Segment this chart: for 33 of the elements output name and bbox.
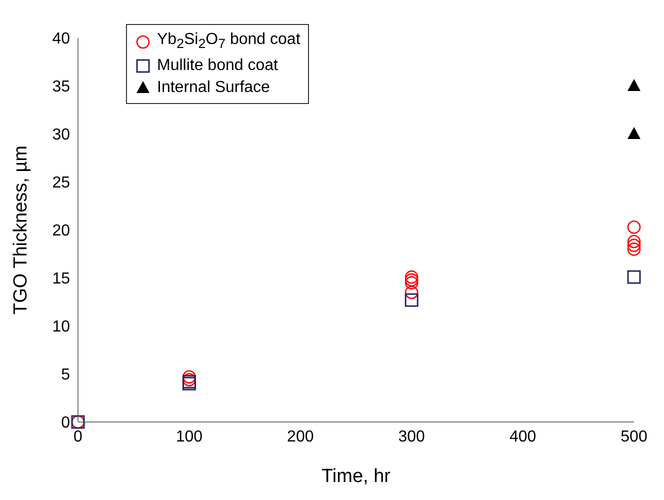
point bbox=[628, 79, 640, 91]
point bbox=[404, 270, 418, 284]
y-tick-label: 40 bbox=[52, 30, 70, 48]
y-tick-label: 25 bbox=[52, 174, 70, 192]
x-axis-title: Time, hr bbox=[322, 466, 392, 487]
y-tick-label: 20 bbox=[52, 222, 70, 240]
point bbox=[404, 276, 418, 290]
point bbox=[404, 286, 418, 300]
x-tick-label: 200 bbox=[287, 428, 314, 446]
point bbox=[627, 270, 641, 284]
point bbox=[627, 238, 641, 252]
x-tick-label: 0 bbox=[74, 428, 83, 446]
point bbox=[404, 273, 418, 287]
x-tick-label: 400 bbox=[509, 428, 536, 446]
x-tick-label: 500 bbox=[620, 428, 648, 446]
point bbox=[627, 234, 641, 248]
y-tick-label: 0 bbox=[61, 414, 70, 432]
legend-label: Internal Surface bbox=[157, 78, 270, 98]
point bbox=[627, 220, 641, 234]
point bbox=[404, 293, 418, 307]
y-axis-title: TGO Thickness, µm bbox=[10, 146, 32, 314]
y-tick-label: 35 bbox=[52, 78, 70, 96]
point bbox=[182, 370, 196, 384]
y-tick-label: 5 bbox=[61, 366, 70, 384]
x-tick-label: 300 bbox=[398, 428, 426, 446]
y-tick-label: 30 bbox=[52, 126, 70, 144]
legend-label: Mullite bond coat bbox=[157, 56, 278, 76]
point bbox=[628, 127, 640, 139]
x-tick-label: 100 bbox=[176, 428, 203, 446]
point bbox=[627, 242, 641, 256]
legend-label: Yb$_{2}$Si$_{2}$O$_{7}$ bond coat bbox=[157, 30, 300, 54]
y-tick-label: 15 bbox=[52, 270, 70, 288]
y-tick-label: 10 bbox=[52, 318, 70, 336]
